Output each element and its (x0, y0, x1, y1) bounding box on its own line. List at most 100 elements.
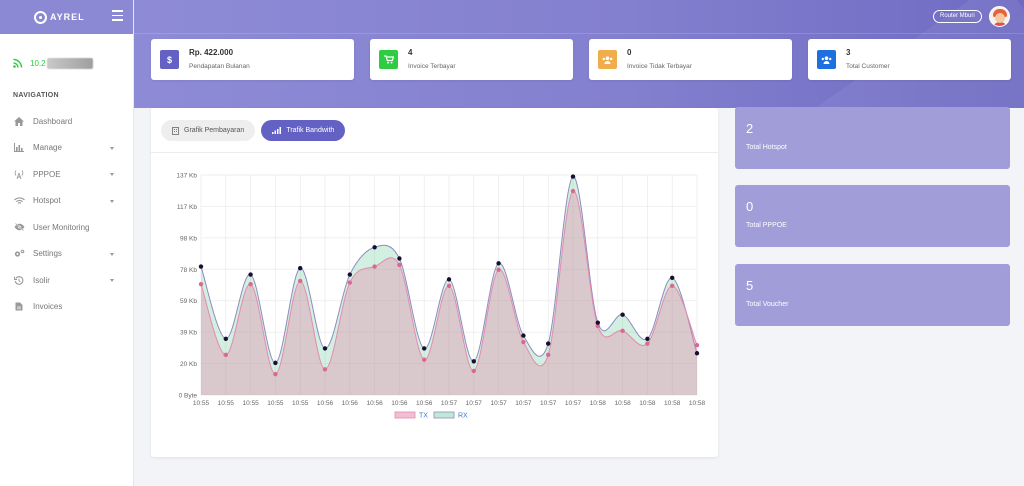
x-tick-label: 10:55 (292, 400, 309, 407)
x-tick-label: 10:56 (391, 400, 408, 407)
stat-label: Pendapatan Bulanan (189, 63, 250, 70)
stat-value: 4 (408, 48, 413, 57)
menu-toggle-icon[interactable] (112, 10, 123, 21)
legend-label-rx: RX (458, 413, 468, 420)
legend-swatch-tx (394, 411, 416, 419)
caret-down-icon (110, 252, 114, 256)
x-tick-label: 10:56 (317, 400, 334, 407)
panel-label: Total PPPOE (746, 222, 787, 229)
data-point-rx (595, 320, 600, 325)
data-point-rx (298, 265, 303, 271)
x-tick-label: 10:57 (540, 400, 557, 407)
data-point-rx (446, 277, 452, 282)
tab-grafik-pembayaran[interactable]: Grafik Pembayaran (161, 120, 256, 141)
data-point-tx (347, 280, 352, 285)
data-point-tx (670, 283, 675, 289)
data-point-tx (595, 323, 600, 329)
data-point-tx (645, 341, 650, 346)
y-tick-label: 59 Kb (180, 298, 197, 305)
sidebar-item-invoices[interactable]: Invoices (0, 294, 133, 321)
sidebar-item-label: Manage (33, 143, 62, 153)
sidebar-item-manage[interactable]: Manage (0, 135, 133, 162)
data-point-rx (496, 261, 501, 266)
data-point-rx (372, 245, 377, 250)
stat-label: Total Customer (846, 63, 890, 70)
antenna-icon (13, 169, 25, 179)
data-point-rx (223, 336, 228, 341)
panel-label: Total Voucher (746, 301, 789, 308)
series-line-rx (200, 176, 698, 364)
x-tick-label: 10:58 (689, 400, 706, 407)
x-tick-label: 10:55 (242, 400, 259, 407)
x-tick-label: 10:58 (590, 400, 607, 407)
y-tick-label: 78 Kb (180, 267, 197, 274)
redacted-text (46, 57, 93, 69)
data-point-tx (446, 283, 452, 289)
sidebar-item-user-monitoring[interactable]: User Monitoring (0, 214, 133, 241)
y-tick-label: 137 Kb (176, 173, 197, 180)
tab-trafik-bandwith[interactable]: Trafik Bandwith (261, 120, 346, 141)
eye-slash-icon (13, 222, 25, 232)
y-tick-label: 0 Byte (179, 393, 198, 400)
y-tick-label: 117 Kb (177, 204, 198, 211)
legend-swatch-rx (433, 411, 455, 419)
x-tick-label: 10:56 (366, 400, 383, 407)
y-tick-label: 39 Kb (180, 330, 197, 337)
data-point-rx (397, 256, 402, 261)
panel-value: 5 (746, 278, 754, 293)
user-ip: 10.2 (30, 58, 46, 68)
sidebar-item-isolir[interactable]: Isolir (0, 267, 133, 294)
tab-label: Grafik Pembayaran (184, 127, 245, 134)
sidebar-item-dashboard[interactable]: Dashboard (0, 108, 133, 135)
caret-down-icon (110, 173, 114, 176)
data-point-rx (347, 272, 352, 277)
data-point-rx (273, 360, 278, 366)
caret-down-icon (110, 279, 114, 282)
data-point-tx (372, 264, 377, 269)
router-badge[interactable]: Router Mburi (933, 10, 982, 23)
data-point-tx (570, 188, 576, 194)
users-icon (598, 50, 617, 69)
legend-label-tx: TX (419, 413, 428, 420)
x-tick-label: 10:57 (466, 400, 483, 407)
gears-icon (13, 249, 25, 259)
data-point-rx (248, 272, 253, 277)
stat-card-unpaid-invoice: 0 Invoice Tidak Terbayar (589, 39, 792, 80)
stat-label: Invoice Terbayar (408, 63, 456, 70)
sidebar-item-hotspot[interactable]: Hotspot (0, 188, 133, 215)
data-point-tx (397, 262, 402, 268)
sidebar-item-label: Isolir (33, 275, 50, 285)
sidebar-item-pppoe[interactable]: PPPOE (0, 161, 133, 188)
data-point-rx (570, 174, 576, 179)
avatar[interactable] (989, 6, 1010, 27)
tab-label: Trafik Bandwith (286, 127, 335, 134)
stat-card-revenue: $ Rp. 422.000 Pendapatan Bulanan (151, 39, 354, 80)
stat-value: 0 (627, 48, 632, 57)
panel-value: 2 (746, 121, 754, 136)
data-point-rx (422, 346, 427, 351)
data-point-rx (322, 346, 328, 351)
dollar-icon: $ (160, 50, 179, 69)
sidebar-item-label: Dashboard (33, 116, 73, 126)
file-icon (13, 302, 25, 312)
sidebar-item-label: Settings (33, 249, 62, 259)
panel-total-pppoe: 0 Total PPPOE (735, 185, 1010, 247)
data-point-rx (521, 333, 526, 338)
brand-name: AYREL (50, 12, 85, 22)
x-tick-label: 10:55 (218, 400, 235, 407)
sidebar-item-label: User Monitoring (33, 222, 90, 232)
sidebar-item-settings[interactable]: Settings (0, 241, 133, 268)
data-point-tx (620, 328, 625, 333)
data-point-rx (670, 275, 675, 280)
data-point-tx (198, 281, 204, 287)
signal-icon (272, 127, 282, 134)
sidebar-item-label: Hotspot (33, 196, 61, 206)
stat-value: 3 (846, 48, 851, 57)
sidebar: AYREL 10.2 NAVIGATION Dashboard Manage PPP… (0, 0, 134, 486)
brand-logo[interactable]: AYREL (34, 10, 85, 24)
series-area-tx (201, 190, 697, 395)
wifi-icon (13, 196, 25, 206)
data-point-tx (546, 352, 551, 358)
panel-total-hotspot: 2 Total Hotspot (735, 107, 1010, 169)
data-point-tx (298, 278, 303, 284)
